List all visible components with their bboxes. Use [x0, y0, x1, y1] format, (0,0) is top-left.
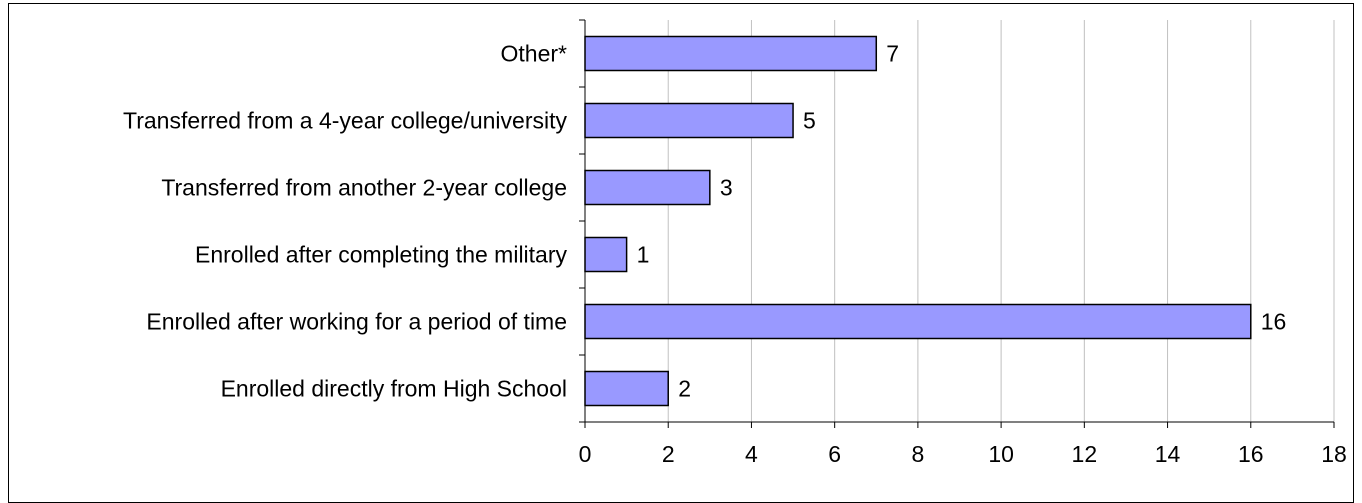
x-tick-label: 10 — [988, 441, 1014, 467]
x-tick-label: 8 — [911, 441, 924, 467]
x-tick-label: 18 — [1321, 441, 1347, 467]
x-tick-label: 4 — [745, 441, 758, 467]
data-label: 5 — [803, 108, 816, 134]
bar — [584, 102, 794, 139]
chart-frame — [8, 3, 1354, 503]
x-tick-label: 12 — [1072, 441, 1098, 467]
bar — [584, 370, 669, 407]
data-label: 2 — [678, 376, 691, 402]
data-label: 7 — [886, 41, 899, 67]
x-tick-label: 6 — [828, 441, 841, 467]
x-tick-label: 2 — [662, 441, 675, 467]
x-tick-label: 16 — [1238, 441, 1264, 467]
x-tick-label: 0 — [579, 441, 592, 467]
category-label: Other* — [501, 41, 568, 67]
data-label: 16 — [1261, 309, 1287, 335]
bar — [584, 35, 878, 72]
category-label: Transferred from a 4-year college/univer… — [123, 108, 567, 134]
x-tick-label: 14 — [1155, 441, 1181, 467]
category-label: Transferred from another 2-year college — [161, 175, 567, 201]
category-label: Enrolled after working for a period of t… — [146, 309, 567, 335]
category-label: Enrolled directly from High School — [221, 376, 567, 402]
data-label: 3 — [720, 175, 733, 201]
category-label: Enrolled after completing the military — [195, 242, 567, 268]
data-label: 1 — [637, 242, 650, 268]
bar — [584, 236, 628, 273]
bar — [584, 303, 1252, 340]
bar — [584, 169, 711, 206]
